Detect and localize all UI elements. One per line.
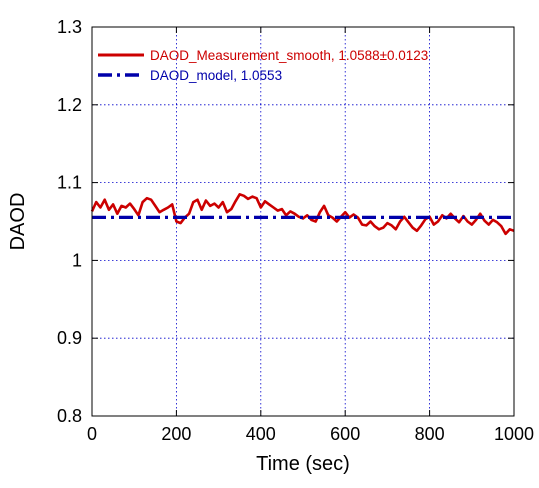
y-tick-label: 1.3: [57, 17, 82, 37]
x-tick-label: 800: [415, 424, 445, 444]
y-axis-label: DAOD: [7, 193, 29, 251]
y-tick-label: 0.8: [57, 406, 82, 426]
x-tick-label: 200: [161, 424, 191, 444]
legend: DAOD_Measurement_smooth, 1.0588±0.0123 DA…: [98, 48, 428, 83]
x-tick-label: 1000: [494, 424, 534, 444]
y-tick-label: 1.2: [57, 95, 82, 115]
tick-layer: 0 200 400 600 800 1000 0.8 0.9 1 1.1 1.2 1.3: [57, 17, 534, 444]
y-tick-label: 1.1: [57, 173, 82, 193]
x-axis-label: Time (sec): [256, 453, 350, 475]
x-tick-label: 400: [246, 424, 276, 444]
x-tick-label: 600: [330, 424, 360, 444]
legend-label-2: DAOD_model, 1.0553: [150, 68, 282, 83]
grid-layer: [92, 27, 514, 416]
series-line-1: [90, 193, 515, 236]
x-tick-label: 0: [87, 424, 97, 444]
y-tick-label: 0.9: [57, 328, 82, 348]
y-tick-label: 1: [72, 250, 82, 270]
plot-frame: [91, 26, 515, 417]
legend-label-1: DAOD_Measurement_smooth, 1.0588±0.0123: [150, 48, 428, 63]
series-layer: [90, 193, 515, 236]
